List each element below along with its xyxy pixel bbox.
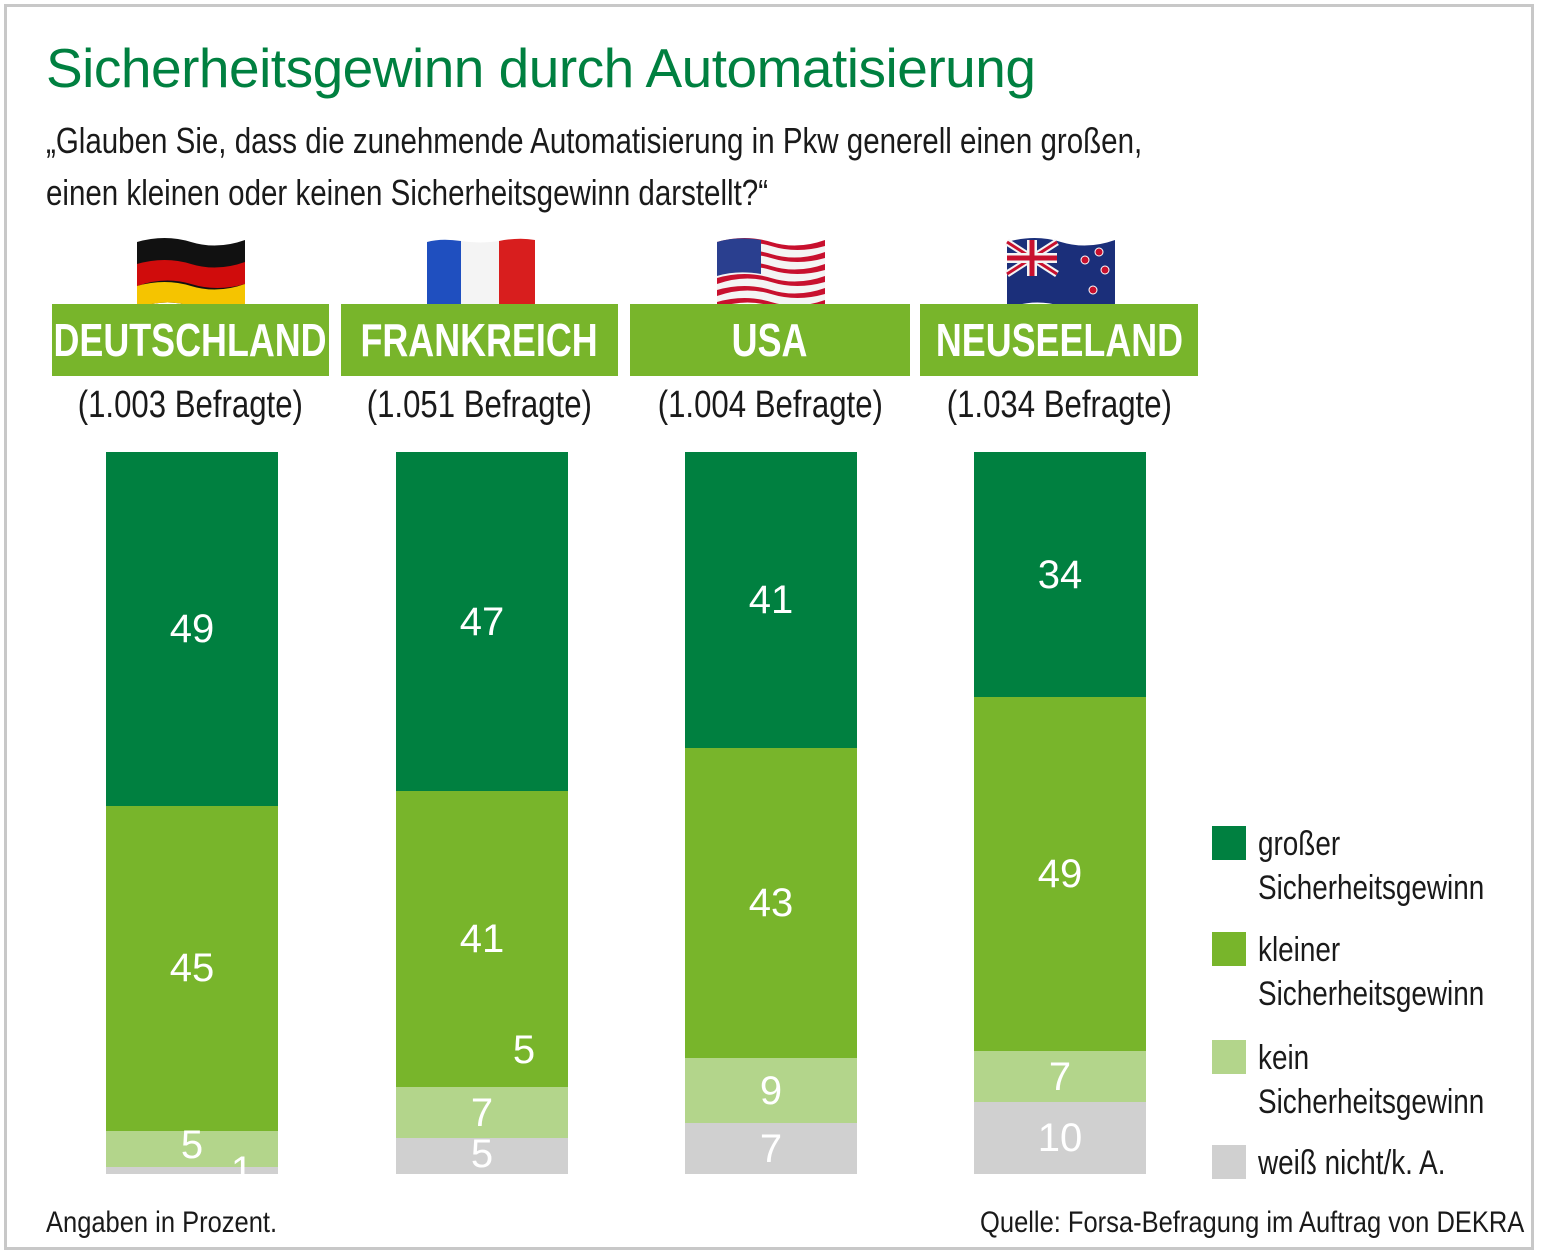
bar-value-label: 34 — [1037, 552, 1083, 597]
bar-value-label: 43 — [748, 881, 794, 926]
legend-label-kein: kein Sicherheitsgewinn — [1258, 1039, 1485, 1121]
country-banner-usa: USA — [630, 304, 910, 376]
country-name: FRANKREICH — [360, 314, 599, 366]
germany-flag-icon — [137, 238, 245, 310]
source-note: Quelle: Forsa-Befragung im Auftrag von D… — [979, 1206, 1524, 1239]
legend-swatch-klein — [1212, 932, 1246, 966]
bar-value-label: 41 — [748, 578, 794, 622]
bar-segment-klein — [974, 697, 1146, 1052]
bar-value-label: 7 — [759, 1126, 783, 1171]
bar-segment-gross — [685, 452, 857, 749]
legend-swatch-gross — [1212, 826, 1246, 860]
bar-value-label: 5 — [180, 1122, 204, 1167]
country-banner-deutschland: DEUTSCHLAND — [52, 304, 329, 376]
bar-value-label: 45 — [169, 946, 215, 991]
bar-value-label: 5 — [470, 1132, 494, 1176]
country-name: NEUSEELAND — [935, 314, 1183, 366]
new-zealand-flag-icon — [1005, 238, 1115, 310]
bar-segment-kein — [396, 1087, 568, 1138]
bar-segment-unknown — [396, 1137, 568, 1174]
bar-segment-unknown — [685, 1123, 857, 1174]
respondents-count: (1.051 Befragte) — [366, 384, 593, 426]
bar-segment-unknown — [106, 1166, 278, 1174]
bar-value-label: 7 — [470, 1090, 494, 1135]
bar-value-label: 41 — [459, 917, 505, 962]
usa-flag-icon — [717, 238, 825, 310]
bar-segment-kein — [106, 1130, 278, 1167]
bar-segment-gross — [974, 452, 1146, 698]
survey-question-line-2: einen kleinen oder keinen Sicherheitsgew… — [46, 172, 769, 213]
bar-segment-gross — [396, 452, 568, 792]
chart-title: Sicherheitsgewinn durch Automatisierung — [46, 37, 1036, 99]
country-banner-neuseeland: NEUSEELAND — [920, 304, 1198, 376]
country-name: DEUTSCHLAND — [53, 314, 328, 366]
bar-segment-gross — [106, 452, 278, 806]
survey-question-line-1: „Glauben Sie, dass die zunehmende Automa… — [46, 120, 1143, 161]
legend-label-gross: großer Sicherheitsgewinn — [1258, 825, 1485, 907]
bar-segment-kein — [685, 1058, 857, 1124]
bar-segment-klein — [106, 805, 278, 1131]
unit-note: Angaben in Prozent. — [46, 1206, 278, 1239]
bar-value-label: 49 — [169, 606, 215, 651]
bar-value-label: 10 — [1037, 1115, 1083, 1160]
respondents-count: (1.003 Befragte) — [77, 384, 304, 426]
bar-value-label: 1 — [230, 1148, 254, 1193]
respondents-count: (1.004 Befragte) — [657, 384, 883, 426]
bar-segment-kein — [974, 1051, 1146, 1102]
bar-value-label: 49 — [1037, 852, 1083, 897]
bar-extra-label: 5 — [512, 1028, 536, 1072]
bar-segment-klein — [685, 748, 857, 1059]
bar-value-label: 9 — [759, 1068, 783, 1113]
bar-segment-unknown — [974, 1101, 1146, 1174]
legend-label-klein: kleiner Sicherheitsgewinn — [1258, 931, 1485, 1013]
legend-swatch-unknown — [1212, 1145, 1246, 1179]
legend-label-unknown: weiß nicht/k. A. — [1258, 1144, 1446, 1182]
respondents-count: (1.034 Befragte) — [946, 384, 1172, 426]
country-banner-frankreich: FRANKREICH — [341, 304, 618, 376]
bar-value-label: 7 — [1048, 1054, 1072, 1099]
france-flag-icon — [427, 238, 535, 308]
bar-value-label: 47 — [459, 599, 505, 644]
country-name: USA — [732, 314, 808, 366]
legend-swatch-kein — [1212, 1040, 1246, 1074]
bar-segment-klein — [396, 791, 568, 1088]
